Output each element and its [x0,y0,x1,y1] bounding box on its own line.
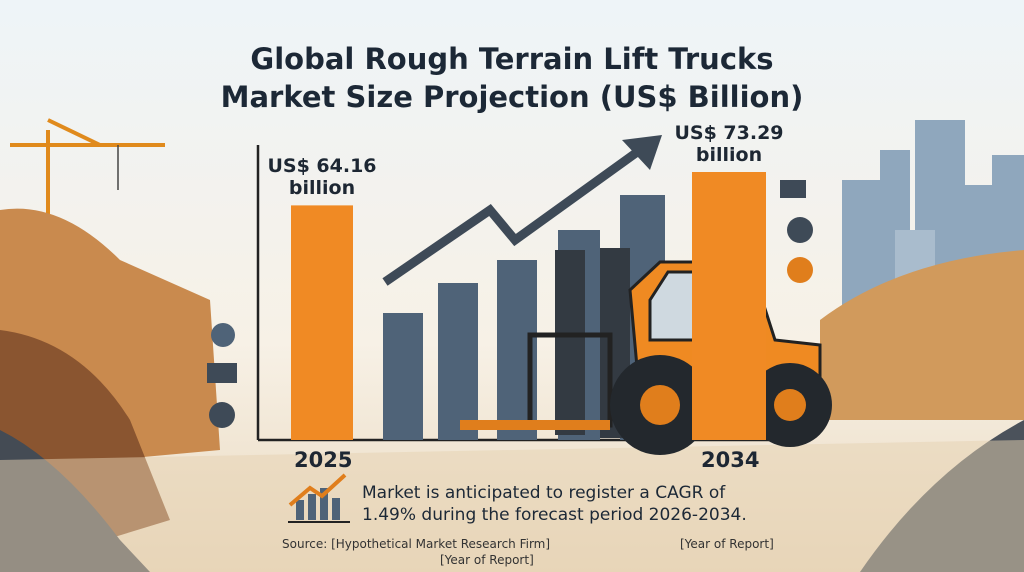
source: [Year of Report] [440,553,534,567]
bar [291,205,353,440]
x-tick-label: 2034 [701,448,760,472]
value-label: US$ 73.29 billion [674,122,784,166]
trend-arrow [382,146,643,286]
value-label: US$ 64.16 billion [267,155,377,200]
hill [820,250,1024,420]
source: [Year of Report] [680,537,774,551]
icons [207,180,813,428]
x-tick-label: 2025 [294,448,353,472]
source: Source: [Hypothetical Market Research Fi… [282,537,551,551]
note-icon [288,473,350,523]
chart-title: Global Rough Terrain Lift Trucks Market … [220,42,804,114]
bar [692,172,766,440]
arrow-head [622,135,662,170]
annotation: Market is anticipated to register a CAGR… [362,483,747,525]
ground [0,440,1024,572]
